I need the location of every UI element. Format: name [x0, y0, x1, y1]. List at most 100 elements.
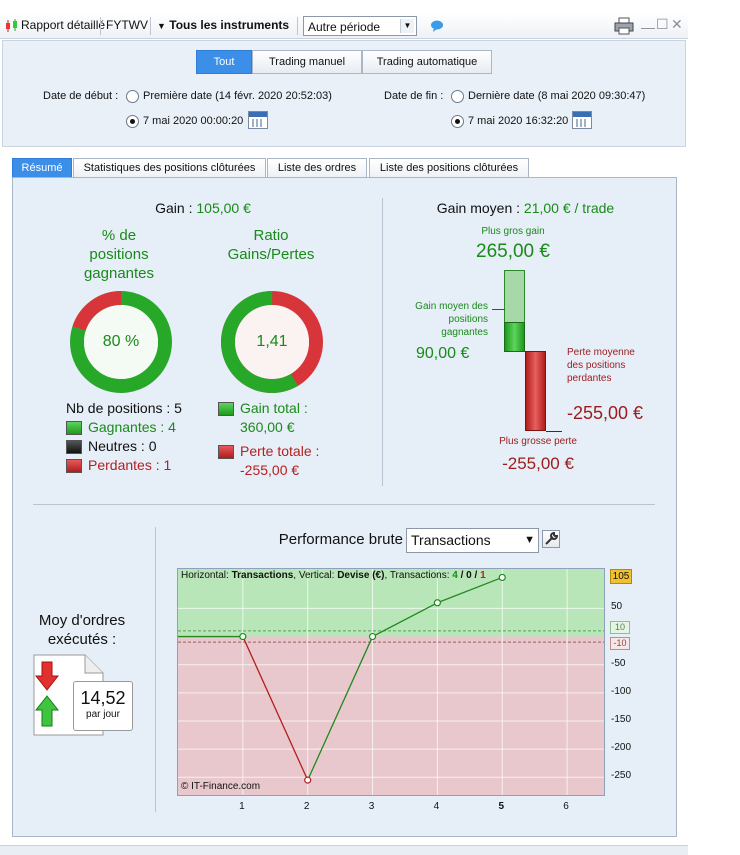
perte-totale-value: -255,00 €: [240, 462, 300, 478]
tab-statistiques[interactable]: Statistiques des positions clôturées: [73, 158, 266, 178]
end-last-radio[interactable]: [451, 90, 464, 103]
plus-grosse-perte-value: -255,00 €: [502, 454, 574, 473]
winner-swatch: [66, 421, 82, 435]
pointer-line: [492, 309, 505, 310]
gain-summary: Gain : 105,00 €: [123, 200, 283, 216]
data-point: [498, 573, 506, 582]
period-select[interactable]: Autre période ▼: [303, 16, 417, 36]
gain-moyen-summary: Gain moyen : 21,00 € / trade: [423, 200, 628, 216]
profit-area: [178, 569, 604, 637]
y-tick-label: -100: [611, 685, 632, 697]
data-point: [368, 632, 377, 641]
nb-positions: Nb de positions : 5: [66, 400, 182, 416]
chart-watermark: © IT-Finance.com: [181, 781, 261, 792]
x-tick-label: 5: [498, 801, 505, 812]
x-tick-label: 2: [303, 801, 310, 812]
segment-trading-manuel[interactable]: Trading manuel: [252, 50, 362, 74]
perte-totale-label: Perte totale :: [240, 443, 320, 459]
report-button[interactable]: Rapport détaillé: [21, 18, 106, 32]
data-point: [239, 632, 247, 641]
gain-total-swatch: [218, 402, 234, 416]
orders-label: Moy d'ordres exécutés :: [38, 612, 126, 648]
loss-bar: [525, 351, 546, 431]
x-tick-label: 3: [368, 801, 375, 812]
instruments-label: Tous les instruments: [169, 18, 290, 32]
y-value-badge: 105: [610, 569, 632, 585]
chart-type-value: Transactions: [411, 532, 491, 548]
neutral-swatch: [66, 440, 82, 454]
gain-total-value: 360,00 €: [240, 419, 295, 435]
divider: [155, 527, 156, 812]
gain-moyen-gagnantes-label: Gain moyen des positions gagnantes: [415, 301, 488, 338]
end-custom-radio[interactable]: [451, 115, 464, 128]
data-point: [304, 776, 312, 784]
series-line: [372, 602, 438, 638]
chart-svg: [178, 569, 604, 795]
perdantes-label: Perdantes : 1: [88, 457, 172, 473]
start-custom-radio[interactable]: [126, 115, 139, 128]
ratio-title: Ratio Gains/Pertes: [227, 227, 315, 263]
ratio-value: 1,41: [256, 333, 288, 350]
start-first-radio[interactable]: [126, 90, 139, 103]
tab-liste-positions[interactable]: Liste des positions clôturées: [369, 158, 529, 178]
perte-moyenne-value: -255,00 €: [567, 403, 644, 423]
segment-tout[interactable]: Tout: [196, 50, 252, 74]
start-custom-date[interactable]: 7 mai 2020 00:00:20: [143, 115, 244, 127]
avg-gain-bar: [504, 322, 525, 352]
candlestick-icon[interactable]: [4, 18, 20, 34]
segment-trading-automatique[interactable]: Trading automatique: [362, 50, 492, 74]
wrench-icon[interactable]: [542, 530, 560, 548]
account-selector[interactable]: FYTWV: [106, 18, 148, 32]
series-line: [307, 636, 374, 781]
instruments-selector[interactable]: ▼ Tous les instruments: [157, 18, 289, 32]
y-tick-label: -250: [611, 770, 632, 782]
info-v-prefix: , Vertical:: [293, 570, 338, 581]
info-h-prefix: Horizontal:: [181, 570, 232, 581]
tab-liste-ordres[interactable]: Liste des ordres: [267, 158, 367, 178]
pct-donut: [70, 291, 172, 393]
pointer-line: [546, 431, 562, 432]
dropdown-arrow-icon: ▼: [157, 21, 166, 31]
info-t-loss: 1: [480, 570, 486, 581]
orders-value: 14,52: [80, 688, 126, 708]
gain-moyen-label: Gain moyen :: [436, 200, 521, 216]
printer-icon[interactable]: [614, 17, 634, 35]
plus-gros-gain-label: Plus gros gain: [481, 226, 545, 237]
calendar-icon[interactable]: [572, 111, 592, 129]
x-tick-label: 6: [563, 801, 569, 812]
ratio-donut: [221, 291, 323, 393]
y-threshold-badge: 10: [610, 620, 630, 634]
perte-totale-swatch: [218, 445, 234, 459]
series-line: [242, 636, 309, 781]
y-tick-label: -50: [611, 657, 626, 669]
info-t-sep2: /: [471, 570, 481, 581]
gain-moyen-gagnantes-value: 90,00 €: [416, 345, 470, 362]
status-bar: [0, 845, 688, 855]
chart-type-select[interactable]: Transactions ▼: [406, 528, 539, 553]
info-v-value: Devise (€): [337, 570, 385, 581]
x-tick-label: 1: [239, 801, 245, 812]
chevron-down-icon: ▼: [524, 534, 535, 546]
neutres-label: Neutres : 0: [88, 438, 157, 454]
chat-bubble-icon[interactable]: [430, 19, 444, 33]
close-icon[interactable]: ✕: [671, 16, 683, 32]
minimize-icon[interactable]: —: [641, 19, 655, 35]
start-date-label: Date de début :: [43, 90, 119, 102]
performance-chart: Horizontal: Transactions, Vertical: Devi…: [177, 568, 605, 796]
calendar-icon[interactable]: [248, 111, 268, 129]
end-custom-date[interactable]: 7 mai 2020 16:32:20: [468, 115, 569, 127]
tab-resume[interactable]: Résumé: [12, 158, 72, 178]
info-t-sep1: /: [457, 570, 467, 581]
date-filter-panel: Tout Trading manuel Trading automatique …: [2, 40, 686, 147]
info-t-prefix: , Transactions:: [384, 570, 453, 581]
y-threshold-badge: -10: [610, 637, 630, 651]
series-line: [437, 576, 503, 604]
start-first-label: Première date (14 févr. 2020 20:52:03): [143, 90, 332, 102]
info-h-value: Transactions: [231, 570, 294, 581]
gain-value: 105,00 €: [196, 200, 251, 216]
gain-moyen-value: 21,00 € / trade: [523, 200, 615, 216]
maximize-icon[interactable]: ☐: [656, 16, 669, 32]
summary-panel: Gain : 105,00 € % de positions gagnantes…: [12, 177, 677, 837]
divider: [382, 198, 383, 486]
arrow-down-icon: [34, 661, 60, 691]
